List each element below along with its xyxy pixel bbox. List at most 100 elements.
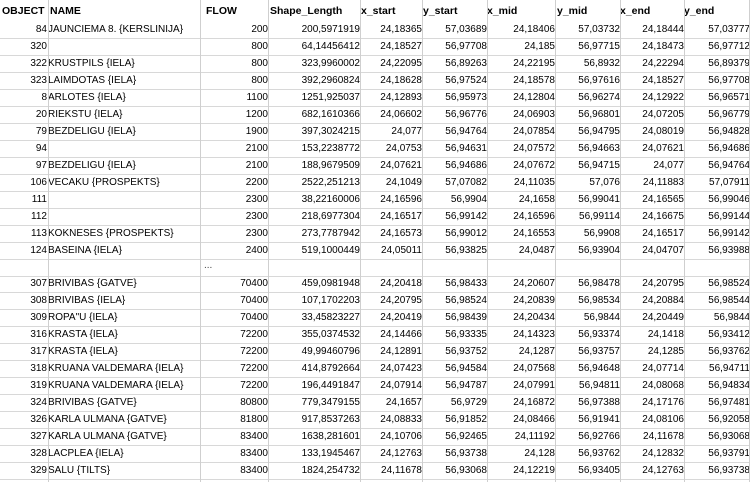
cell-flow: 2100 [245, 143, 268, 154]
cell-y-mid: 56,96801 [578, 109, 620, 120]
cell-y-mid: 56,94795 [578, 126, 620, 137]
cell-flow: 72200 [240, 329, 268, 340]
table-row[interactable]: 320 800 64,14456412 24,18527 56,97708 24,185 5… [0, 39, 750, 56]
table-row[interactable]: 79 BEZDELIGU {IELA} 1900 397,3024215 24,077 5… [0, 124, 750, 141]
cell-y-mid: 56,93757 [578, 346, 620, 357]
cell-y-mid: 56,97715 [578, 41, 620, 52]
table-row[interactable]: 307 BRIVIBAS {GATVE} 70400 459,0981948 24,20… [0, 276, 750, 293]
cell-flow: 2200 [245, 177, 268, 188]
cell-shape-length: 218,6977304 [301, 211, 360, 222]
cell-name: BRIVIBAS {IELA} [48, 295, 126, 306]
cell-shape-length: 682,1610366 [301, 109, 360, 120]
cell-x-mid: 24,11192 [514, 431, 555, 442]
cell-y-end: 56,92058 [708, 414, 750, 425]
cell-y-end: 56,97708 [708, 75, 750, 86]
table-row[interactable]: 319 KRUANA VALDEMARA {IELA} 72200 196,44918… [0, 378, 750, 395]
cell-y-end: 56,94686 [708, 143, 750, 154]
table-row[interactable]: 8 ARLOTES {IELA} 1100 1251,925037 24,12893 56… [0, 90, 750, 107]
cell-y-end: 56,98544 [708, 295, 750, 306]
cell-x-end: 24,08019 [642, 126, 684, 137]
table-row[interactable]: 94 2100 153,2238772 24,0753 56,94631 24,07572… [0, 141, 750, 158]
table-row[interactable]: 111 2300 38,22160006 24,16596 56,9904 24,1658… [0, 192, 750, 209]
cell-y-end: 57,07911 [709, 177, 750, 188]
cell-x-mid: 24,16872 [513, 397, 555, 408]
cell-name: KRASTA {IELA} [48, 329, 118, 340]
cell-flow: 200 [251, 24, 268, 35]
table-row[interactable]: 323 LAIMDOTAS {IELA} 800 392,2960824 24,1862… [0, 73, 750, 90]
cell-x-end: 24,1285 [647, 346, 684, 357]
table-row[interactable]: 322 KRUSTPILS {IELA} 800 323,9960002 24,2209… [0, 56, 750, 73]
cell-shape-length: 779,3479155 [301, 397, 360, 408]
cell-x-start: 24,12893 [380, 92, 422, 103]
cell-name: RIEKSTU {IELA} [48, 109, 123, 120]
cell-shape-length: 459,0981948 [301, 278, 360, 289]
cell-flow: 81800 [240, 414, 268, 425]
cell-y-start: 56,98524 [445, 295, 487, 306]
cell-x-end: 24,11883 [643, 177, 684, 188]
cell-x-start: 24,06602 [380, 109, 422, 120]
cell-x-mid: 24,07672 [513, 160, 555, 171]
col-header-x-end[interactable]: x_end [620, 5, 651, 17]
table-row[interactable]: 328 LACPLEA {IELA} 83400 133,1945467 24,1276… [0, 446, 750, 463]
table-row[interactable]: 317 KRASTA {IELA} 72200 49,99460796 24,12891… [0, 344, 750, 361]
col-header-x-mid[interactable]: x_mid [487, 5, 518, 17]
cell-y-start: 56,95973 [445, 92, 487, 103]
table-row[interactable]: 124 BASEINA {IELA} 2400 519,1000449 24,05011… [0, 243, 750, 260]
cell-shape-length: 323,9960002 [301, 58, 360, 69]
cell-flow: 1100 [246, 92, 268, 103]
cell-x-mid: 24,07854 [513, 126, 555, 137]
cell-x-end: 24,04707 [642, 245, 684, 256]
table-row[interactable]: 329 SALU {TILTS} 83400 1824,254732 24,11678 5… [0, 463, 750, 480]
table-row[interactable]: 309 ROPA"U {IELA} 70400 33,45823227 24,20419… [0, 310, 750, 327]
table-row[interactable]: 84 JAUNCIEMA 8. {KERSLINIJA} 200 200,597191… [0, 22, 750, 39]
table-row[interactable]: 97 BEZDELIGU {IELA} 2100 188,9679509 24,0762… [0, 158, 750, 175]
col-header-flow[interactable]: FLOW [206, 5, 237, 17]
table-row[interactable]: 106 VECAKU {PROSPEKTS} 2200 2522,251213 24,1… [0, 175, 750, 192]
cell-object: 327 [30, 431, 47, 442]
table-row[interactable]: 113 KOKNESES {PROSPEKTS} 2300 273,7787942 24… [0, 226, 750, 243]
table-row[interactable]: 316 KRASTA {IELA} 72200 355,0374532 24,14466… [0, 327, 750, 344]
cell-x-start: 24,0753 [385, 143, 422, 154]
table-row[interactable]: 326 KARLA ULMANA {GATVE} 81800 917,8537263 2… [0, 412, 750, 429]
cell-shape-length: 64,14456412 [301, 41, 360, 52]
cell-y-end: 56,93068 [708, 431, 750, 442]
cell-shape-length: 2522,251213 [301, 177, 360, 188]
table-row[interactable]: 20 RIEKSTU {IELA} 1200 682,1610366 24,06602 5… [0, 107, 750, 124]
cell-y-start: 56,9904 [450, 194, 487, 205]
cell-name [48, 192, 200, 208]
cell-name: KARLA ULMANA {GATVE} [48, 414, 167, 425]
cell-y-mid: 56,9908 [583, 228, 620, 239]
cell-y-end: 56,89379 [708, 58, 750, 69]
cell-object: 111 [31, 194, 47, 205]
cell-x-end: 24,18473 [642, 41, 684, 52]
cell-y-end: 56,99046 [708, 194, 750, 205]
col-header-name[interactable]: NAME [50, 5, 81, 17]
cell-x-mid: 24,16553 [513, 228, 555, 239]
col-header-shape-length[interactable]: Shape_Length [270, 5, 343, 17]
cell-x-mid: 24,07568 [513, 363, 555, 374]
table-row[interactable]: 308 BRIVIBAS {IELA} 70400 107,1702203 24,207… [0, 293, 750, 310]
col-header-x-start[interactable]: x_start [361, 5, 396, 17]
cell-x-mid: 24,20434 [513, 312, 555, 323]
table-row[interactable]: 112 2300 218,6977304 24,16517 56,99142 24,165… [0, 209, 750, 226]
cell-flow: 800 [251, 41, 268, 52]
col-header-y-start[interactable]: y_start [423, 5, 458, 17]
col-header-y-mid[interactable]: y_mid [557, 5, 588, 17]
cell-object: 307 [30, 278, 47, 289]
cell-flow: 83400 [240, 448, 268, 459]
rows-omitted-ellipsis: ... [204, 260, 213, 271]
col-header-object[interactable]: OBJECT [2, 5, 45, 17]
cell-y-mid: 57,03732 [578, 24, 620, 35]
cell-y-mid: 56,94648 [578, 363, 620, 374]
col-header-y-end[interactable]: y_end [684, 5, 715, 17]
cell-object: 79 [35, 126, 47, 137]
cell-shape-length: 188,9679509 [301, 160, 360, 171]
cell-name: LAIMDOTAS {IELA} [48, 75, 137, 86]
table-row[interactable]: 318 KRUANA VALDEMARA {IELA} 72200 414,87926… [0, 361, 750, 378]
cell-flow: 70400 [240, 312, 268, 323]
cell-object: 317 [30, 346, 47, 357]
cell-object: 328 [30, 448, 47, 459]
table-row[interactable]: 327 KARLA ULMANA {GATVE} 83400 1638,281601 2… [0, 429, 750, 446]
table-row[interactable]: 324 BRIVIBAS {GATVE} 80800 779,3479155 24,16… [0, 395, 750, 412]
cell-x-mid: 24,07572 [513, 143, 555, 154]
